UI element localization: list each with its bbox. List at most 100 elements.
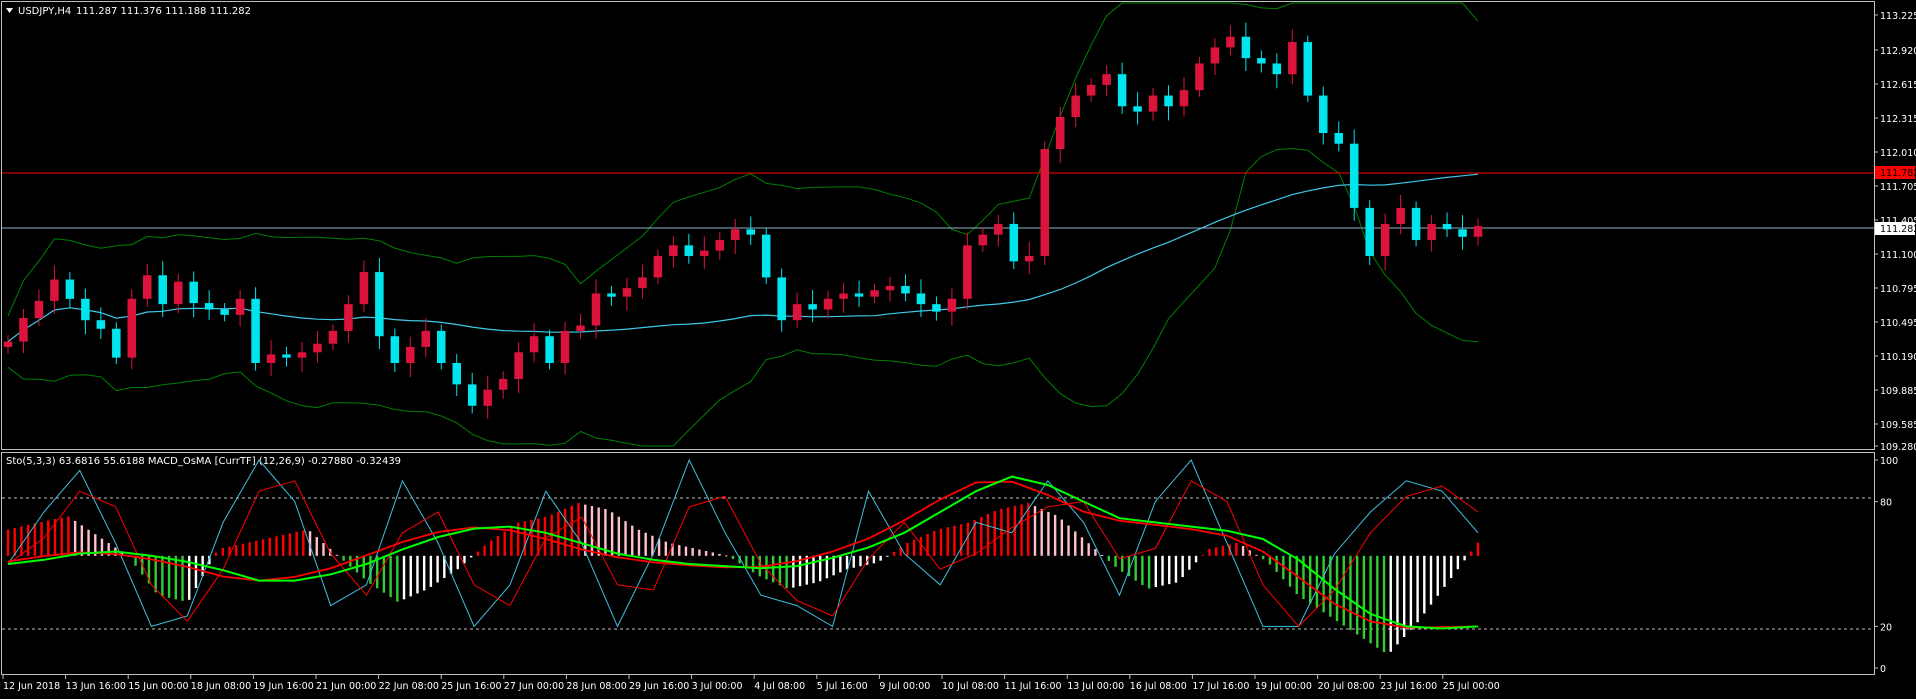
indicator-lines [7,458,1479,630]
osma-bar [255,540,258,556]
candle [1148,87,1158,121]
osma-bar [181,555,184,601]
osma-bar [1436,555,1439,596]
osma-bar [1429,555,1433,605]
candle [50,265,59,314]
osma-bar [107,543,110,556]
osma-bar [617,516,621,556]
osma-bar [684,546,688,556]
candle [684,233,694,264]
osma-bar [899,547,902,556]
candle [1411,201,1421,247]
osma-bar [1074,531,1077,556]
osma-bar [1275,555,1278,572]
osma-bar [402,555,406,600]
candle-body [885,285,895,291]
osma-bar [510,527,513,556]
candle-body [932,304,941,312]
candle-body [1411,207,1421,240]
candle-body [576,325,585,331]
candle [375,257,384,350]
candle-body [1241,36,1251,59]
candle-body [947,298,957,312]
ohlc-readout: 111.287 111.376 111.188 111.282 [76,6,251,17]
candle [437,324,446,370]
time-tick-label: 16 Jul 08:00 [1130,681,1187,692]
osma-bar [530,519,533,556]
osma-bar [933,531,936,556]
osma-bar [13,527,16,556]
time-tick-label: 13 Jul 00:00 [1067,681,1124,692]
candle-body [437,330,446,363]
osma-bar [597,507,600,556]
osma-bar [248,542,251,556]
candle [390,328,400,372]
candle-body [669,245,678,257]
lower-band [7,147,1479,447]
osma-bar [1168,555,1171,585]
osma-bar [872,555,876,564]
candle-body [994,223,1003,235]
candle [839,283,848,313]
osma-bar [1456,555,1460,570]
osma-bar [1308,555,1312,604]
osma-bar [1449,555,1453,579]
osma-bar [1349,555,1352,631]
candle-body [746,229,755,235]
osma-bar [912,539,916,556]
osma-bar [711,552,714,556]
osma-bar [1154,555,1158,588]
candle [34,289,44,326]
ma-line [7,173,1479,343]
candle [65,271,75,308]
osma-bar [523,521,527,556]
osma-bar [805,555,808,585]
osma-bar [1114,555,1117,567]
candle-body [220,309,229,315]
osma-bar [886,555,889,557]
candle [1272,53,1282,89]
osma-bar [6,529,10,556]
osma-bar [1121,555,1124,572]
osma-bar [1423,555,1426,614]
candle-body [1365,207,1374,257]
indicator-legend: Sto(5,3,3) 63.6816 55.6188 MACD_OsMA [Cu… [6,456,401,467]
candle [932,296,941,321]
resistance-price-tag [1875,166,1915,179]
osma-bar [1262,555,1265,560]
candle [1195,57,1204,97]
candle-body [297,352,307,358]
osma-bar [228,546,231,556]
candle-body [901,285,910,294]
osma-bar [1476,542,1480,556]
osma-bar [288,533,292,556]
price-tick-label: 109.585 [1880,420,1916,431]
candle-body [1396,207,1405,224]
osma-bar [483,545,486,556]
osma-bar [1221,545,1225,556]
osma-bar [1134,555,1137,581]
osma-bar [80,525,84,556]
candle [189,271,198,318]
candle-body [1272,63,1282,75]
osma-bar [1147,555,1151,589]
osma-bar [436,555,439,583]
osma-bar [725,555,728,557]
osma-bar [134,555,137,566]
candle [591,279,601,339]
candle [1102,65,1111,97]
time-tick-label: 5 Jul 16:00 [817,681,868,692]
osma-bar [939,528,943,556]
candle [1086,78,1096,102]
osma-bar [1027,503,1030,556]
osma-bar [678,545,681,556]
triangle-down-icon[interactable] [6,8,13,13]
candle [359,260,369,312]
osma-bar [980,516,983,556]
price-tick-label: 109.885 [1880,386,1916,397]
price-tick-label: 109.280 [1880,442,1916,453]
candle [81,288,90,335]
candle [854,280,864,307]
